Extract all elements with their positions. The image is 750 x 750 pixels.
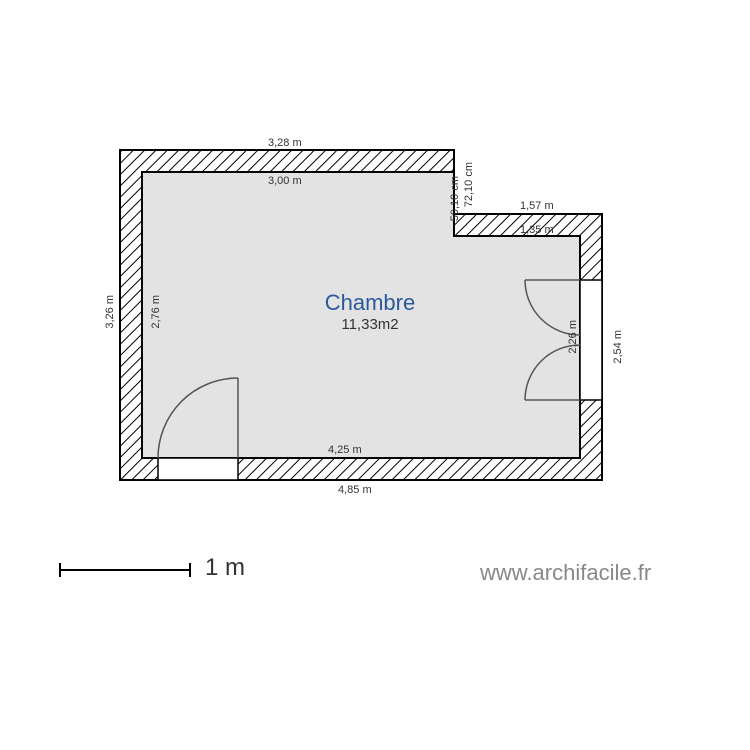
door-opening-right <box>580 280 602 400</box>
door-opening-bottom-left <box>158 458 238 480</box>
dim-right-outer: 2,54 m <box>612 330 624 364</box>
floor-plan-canvas: Chambre 11,33m2 3,28 m 3,00 m 72,10 cm 5… <box>0 0 750 750</box>
dim-left-outer: 3,26 m <box>104 295 116 329</box>
dim-notch-top-in: 1,35 m <box>520 224 554 236</box>
dim-notch-top-out: 1,57 m <box>520 200 554 212</box>
dim-notch-v-in: 50,10 cm <box>449 176 461 221</box>
dim-bottom-outer: 4,85 m <box>338 484 372 496</box>
dim-left-inner: 2,76 m <box>150 295 162 329</box>
dim-notch-v-out: 72,10 cm <box>463 162 475 207</box>
scale-label: 1 m <box>205 554 245 582</box>
watermark: www.archifacile.fr <box>480 560 651 586</box>
dim-top-inner: 3,00 m <box>268 175 302 187</box>
room-name: Chambre <box>300 290 440 316</box>
room-area: 11,33m2 <box>320 316 420 333</box>
floor-plan-svg <box>0 0 750 750</box>
scale-bar <box>60 563 190 577</box>
dim-bottom-inner: 4,25 m <box>328 444 362 456</box>
dim-right-inner: 2,26 m <box>567 320 579 354</box>
dim-top-outer: 3,28 m <box>268 137 302 149</box>
